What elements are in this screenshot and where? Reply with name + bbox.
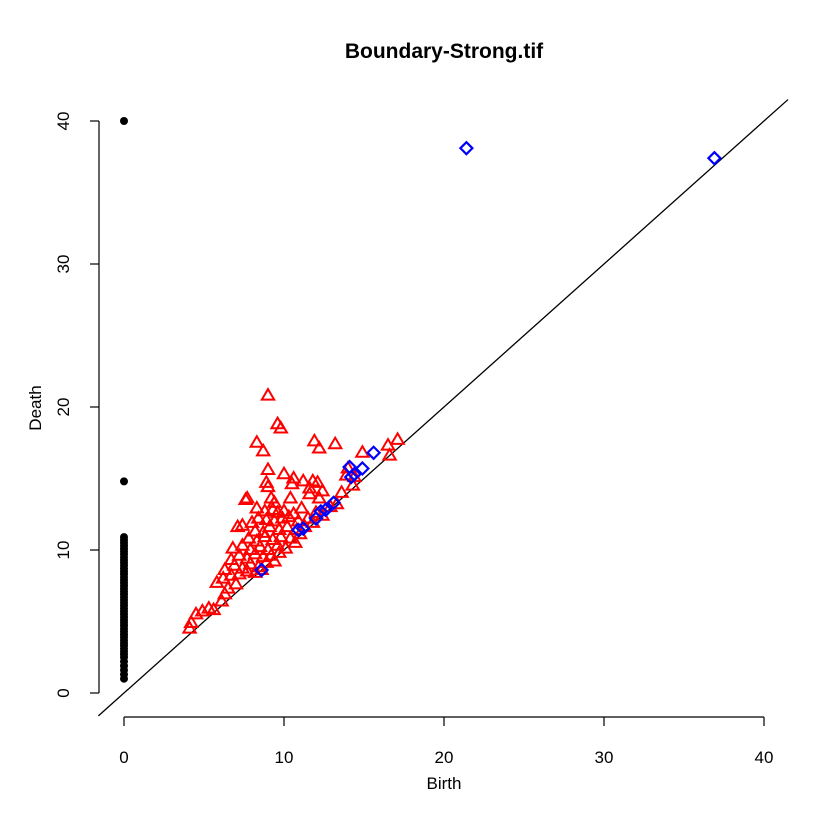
y-axis: 0 10 20 30 40 <box>54 112 100 698</box>
point-dim1 <box>181 620 198 634</box>
point-dim1 <box>237 491 254 505</box>
point-dim1 <box>188 605 204 620</box>
point-dim1 <box>293 500 310 514</box>
point-dim1 <box>272 419 289 434</box>
series-dimension-1 <box>181 387 406 634</box>
point-dim1 <box>261 518 278 533</box>
point-dim1 <box>271 544 288 558</box>
point-dim2 <box>343 469 359 485</box>
point-dim1 <box>253 561 270 576</box>
point-dim2 <box>354 460 370 477</box>
point-dim2 <box>706 150 722 166</box>
y-tick-label: 10 <box>54 541 73 560</box>
point-dim1 <box>258 511 275 525</box>
point-dim1 <box>260 478 276 493</box>
point-dim1 <box>333 484 350 498</box>
point-dim1 <box>213 593 230 607</box>
series-dimension-2 <box>254 140 722 578</box>
point-dim1 <box>266 552 283 567</box>
point-dim1 <box>240 530 257 544</box>
chart-title: Boundary-Strong.tif <box>345 40 544 63</box>
point-dim1 <box>282 490 299 504</box>
point-dim1 <box>260 387 276 401</box>
point-dim1 <box>229 518 246 533</box>
point-dim1 <box>284 475 300 490</box>
point-dim2 <box>318 502 334 518</box>
point-dim1 <box>285 470 302 484</box>
point-dim1 <box>239 562 256 577</box>
point-dim1 <box>248 500 265 514</box>
point-dim1 <box>205 601 222 616</box>
point-dim2 <box>326 495 342 511</box>
point-dim1 <box>344 477 361 491</box>
diagonal-group <box>97 99 789 717</box>
y-tick-label: 20 <box>54 398 73 417</box>
point-dim1 <box>279 518 296 533</box>
point-dim1 <box>234 517 251 531</box>
point-dim1 <box>224 540 241 554</box>
point-dim1 <box>247 545 264 560</box>
y-tick-label: 40 <box>54 112 73 131</box>
x-tick-label: 20 <box>435 748 454 767</box>
point-dim2 <box>458 140 474 156</box>
point-dim1 <box>306 432 323 447</box>
point-dim1 <box>276 465 292 480</box>
diagonal-line <box>97 99 789 717</box>
point-dim0 <box>120 117 128 125</box>
point-dim1 <box>248 434 265 448</box>
point-dim2 <box>295 520 311 537</box>
point-dim1 <box>304 514 321 528</box>
y-axis-label: Death <box>26 385 45 430</box>
y-tick-label: 30 <box>54 255 73 274</box>
plot-area <box>97 99 789 717</box>
point-dim1 <box>250 510 267 524</box>
point-dim1 <box>247 522 264 537</box>
point-dim1 <box>389 431 406 445</box>
points-layer <box>120 117 722 683</box>
point-dim1 <box>208 574 225 588</box>
x-tick-label: 10 <box>275 748 294 767</box>
point-dim1 <box>252 538 268 553</box>
point-dim1 <box>308 504 324 518</box>
point-dim1 <box>234 537 251 551</box>
point-dim1 <box>327 435 344 450</box>
x-tick-label: 0 <box>119 748 128 767</box>
point-dim2 <box>366 445 382 461</box>
point-dim1 <box>216 585 233 600</box>
point-dim1 <box>242 555 259 570</box>
point-dim1 <box>255 442 272 457</box>
point-dim1 <box>272 528 289 543</box>
x-axis: 0 10 20 30 40 <box>119 716 774 767</box>
point-dim1 <box>260 461 276 475</box>
point-dim0 <box>120 674 128 683</box>
point-dim1 <box>228 575 244 590</box>
point-dim1 <box>280 508 297 523</box>
point-dim1 <box>309 474 326 488</box>
point-dim1 <box>354 444 371 458</box>
point-dim1 <box>301 485 318 500</box>
point-dim1 <box>314 482 331 497</box>
point-dim1 <box>381 447 398 461</box>
point-dim1 <box>301 480 318 494</box>
point-dim1 <box>287 534 304 548</box>
point-dim0 <box>120 477 128 486</box>
point-dim1 <box>311 490 328 504</box>
x-tick-label: 40 <box>755 748 774 767</box>
point-dim1 <box>183 614 200 628</box>
point-dim1 <box>231 547 248 561</box>
series-dimension-0 <box>120 117 128 683</box>
point-dim1 <box>226 557 243 571</box>
x-axis-label: Birth <box>427 774 462 793</box>
y-tick-label: 0 <box>54 688 73 697</box>
point-dim2 <box>308 510 324 527</box>
point-dim1 <box>295 472 312 487</box>
point-dim2 <box>290 522 306 538</box>
point-dim1 <box>256 528 273 543</box>
point-dim1 <box>311 439 328 454</box>
point-dim1 <box>194 603 211 617</box>
x-tick-label: 30 <box>595 748 614 767</box>
point-dim2 <box>254 562 270 578</box>
